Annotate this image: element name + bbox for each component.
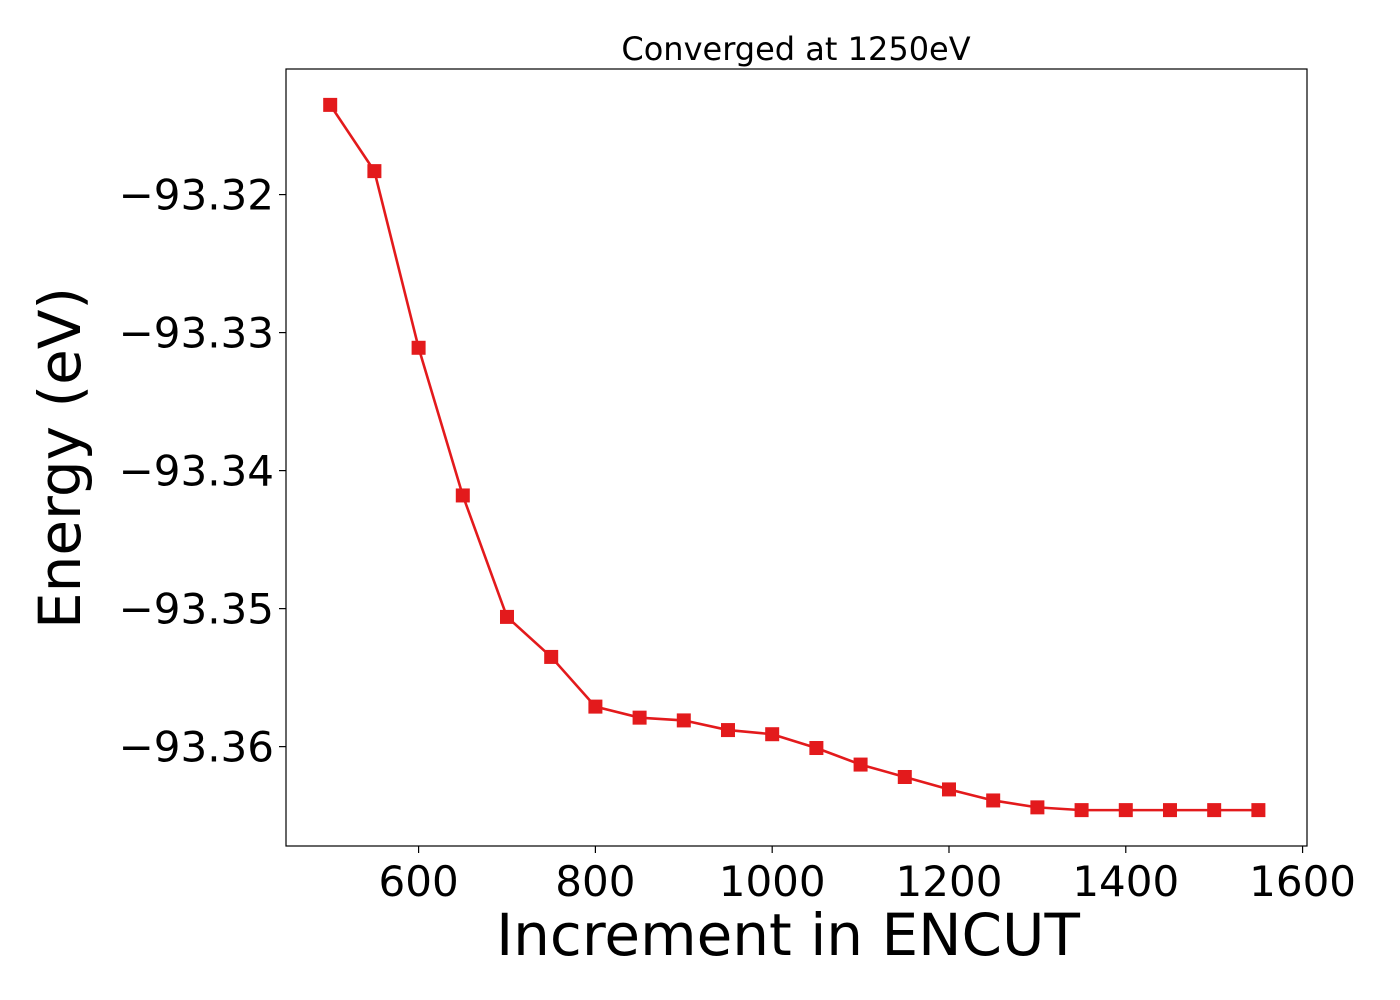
data-point-marker	[1118, 803, 1133, 818]
y-tick-label: −93.35	[119, 585, 274, 634]
x-tick-label: 1000	[719, 857, 826, 906]
data-point-marker	[367, 164, 382, 179]
data-point-marker	[323, 97, 338, 112]
x-tick-label: 600	[379, 857, 459, 906]
x-axis-title: Increment in ENCUT	[496, 901, 1080, 969]
data-point-marker	[1030, 800, 1045, 815]
x-axis-ticks: 600 800 1000 1200 1400 1600	[379, 846, 1356, 906]
y-tick-label: −93.33	[119, 309, 274, 358]
data-point-marker	[588, 699, 603, 714]
data-point-marker	[809, 741, 824, 756]
y-tick-label: −93.36	[119, 723, 274, 772]
series-line	[329, 104, 1259, 812]
plot-area: 600 800 1000 1200 1400 1600 −93.32−93.33−93.3…	[119, 68, 1356, 906]
y-tick-label: −93.32	[119, 171, 274, 220]
data-point-marker	[632, 710, 647, 725]
data-point-marker	[411, 340, 426, 355]
data-point-marker	[1207, 803, 1222, 818]
data-point-marker	[853, 757, 868, 772]
data-point-marker	[897, 769, 912, 784]
series-layer	[323, 97, 1266, 818]
data-point-marker	[455, 488, 470, 503]
data-point-marker	[1162, 803, 1177, 818]
y-tick-label: −93.34	[119, 447, 274, 496]
x-tick-label: 1600	[1249, 857, 1356, 906]
data-point-marker	[1074, 803, 1089, 818]
data-point-marker	[986, 793, 1001, 808]
data-point-marker	[1251, 803, 1266, 818]
data-point-marker	[676, 713, 691, 728]
data-point-marker	[544, 649, 559, 664]
x-tick-label: 800	[555, 857, 635, 906]
data-point-marker	[720, 723, 735, 738]
data-point-marker	[499, 609, 514, 624]
x-tick-label: 1400	[1072, 857, 1179, 906]
chart-title: Converged at 1250eV	[621, 30, 970, 68]
y-axis-title: Energy (eV)	[26, 287, 94, 629]
plot-frame	[285, 68, 1308, 847]
x-tick-label: 1200	[896, 857, 1003, 906]
data-point-marker	[941, 782, 956, 797]
data-point-marker	[765, 727, 780, 742]
y-axis-ticks: −93.32 −93.33 −93.34 −93.35 −93.36	[119, 171, 286, 772]
